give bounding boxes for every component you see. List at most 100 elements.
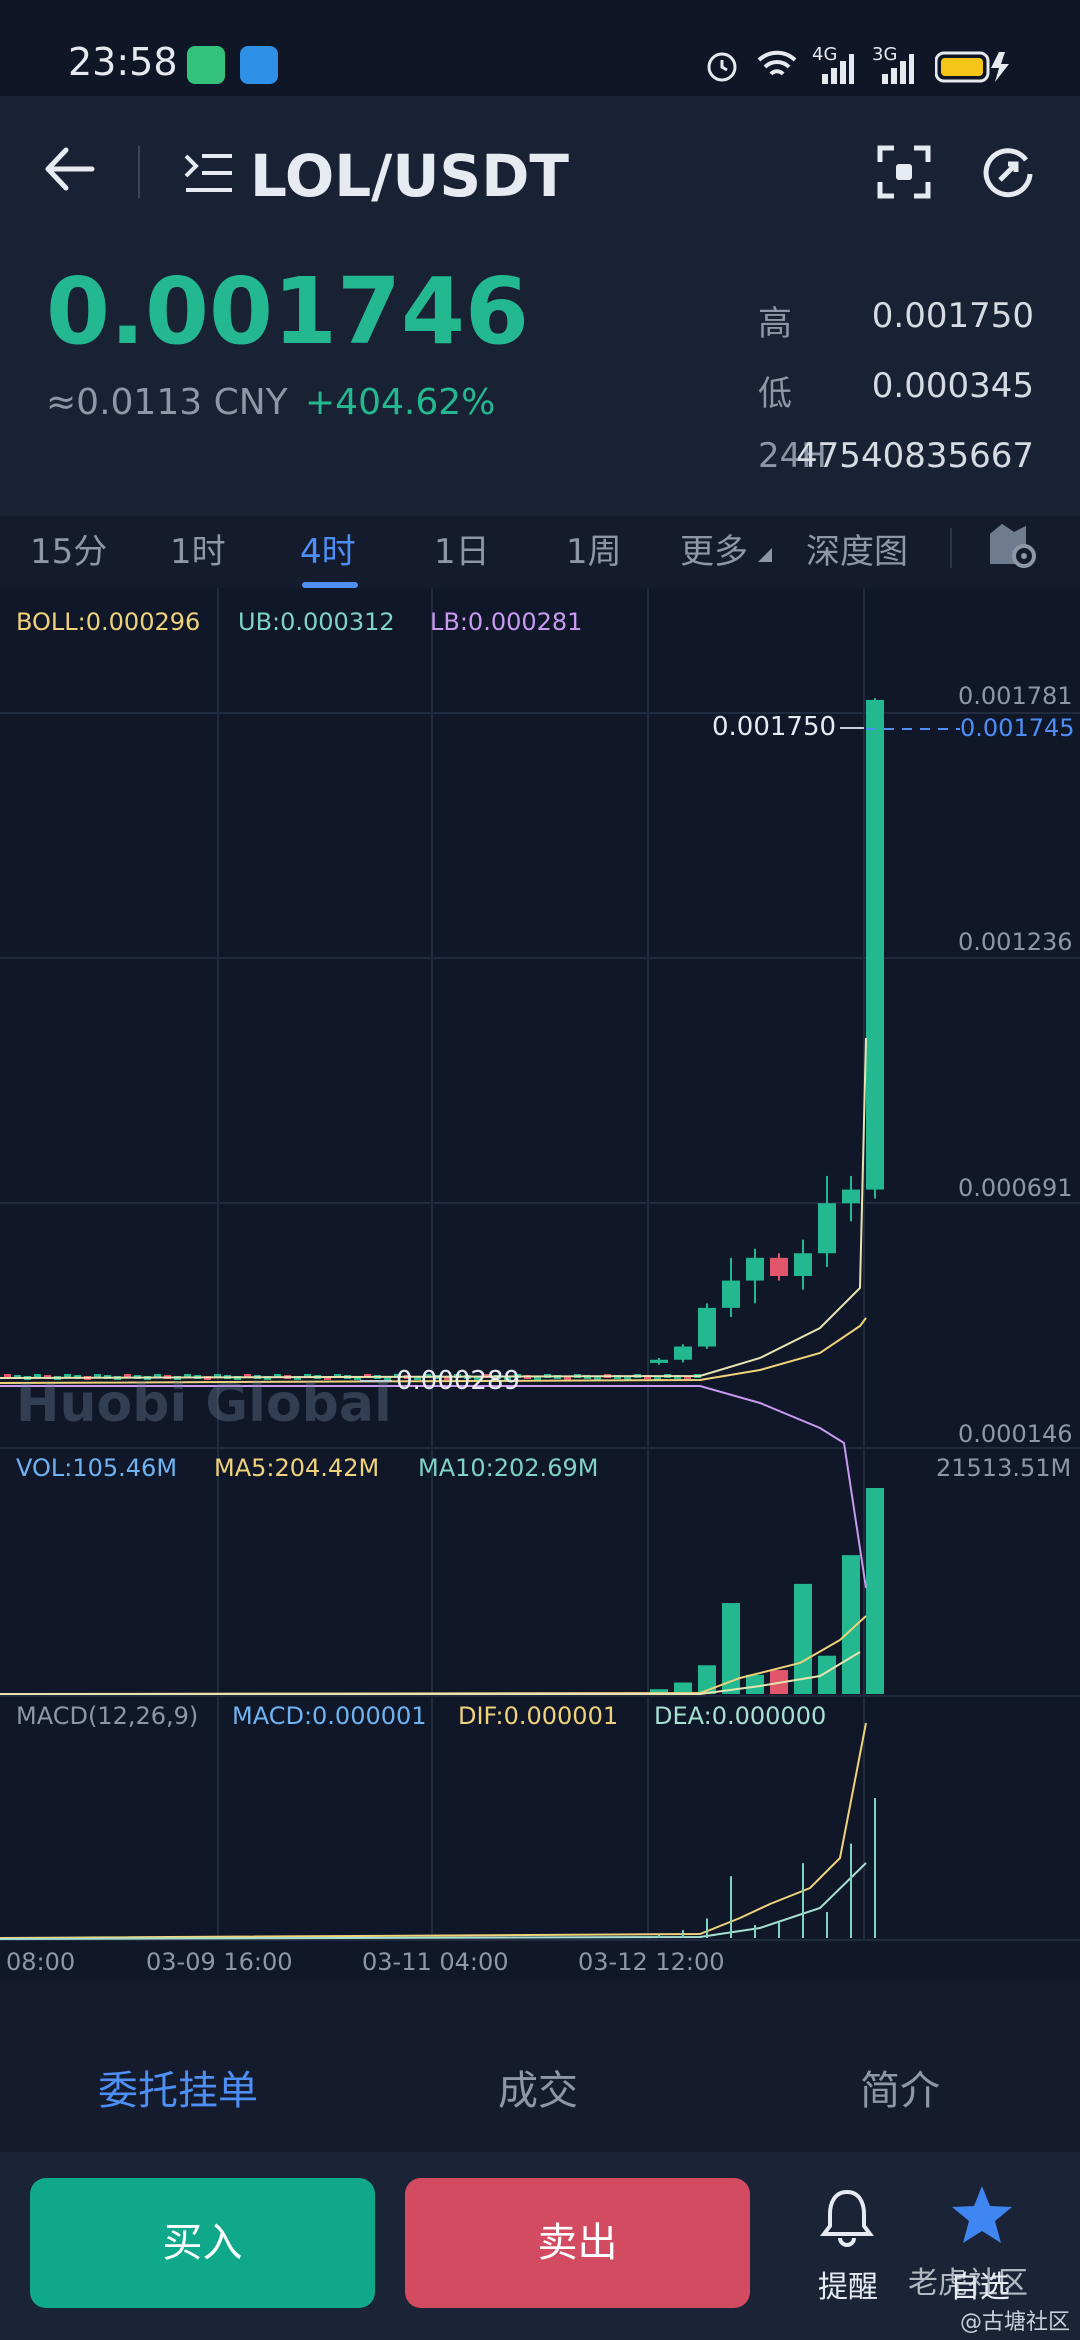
network-4g: 4G <box>812 44 838 65</box>
ub-legend: UB:0.000312 <box>238 608 395 636</box>
volume-bar <box>794 1583 812 1694</box>
vol-ma5-legend: MA5:204.42M <box>214 1454 380 1482</box>
battery-icon <box>935 51 1009 83</box>
candle-body <box>650 1359 668 1363</box>
candle-historical <box>334 1374 341 1378</box>
candle-historical <box>384 1376 391 1380</box>
candle-body <box>842 1189 860 1204</box>
chart-settings-icon[interactable] <box>986 520 1038 568</box>
candle-historical <box>504 1376 511 1380</box>
bottom-tabs <box>0 2012 1080 2152</box>
vol-ma10-legend: MA10:202.69M <box>418 1454 599 1482</box>
candle-historical <box>124 1374 131 1378</box>
stat-24h-label: 24H <box>758 436 827 476</box>
stat-high-value: 0.001750 <box>871 296 1034 336</box>
dif-legend: DIF:0.000001 <box>458 1702 619 1730</box>
macd-legend: MACD:0.000001 <box>232 1702 427 1730</box>
star-icon[interactable] <box>950 2184 1014 2246</box>
candle-historical <box>354 1376 361 1380</box>
volume-bar <box>722 1603 740 1694</box>
candle-body <box>770 1257 788 1277</box>
candle-historical <box>624 1376 631 1380</box>
volume-bar <box>866 1488 884 1694</box>
tab-trades[interactable]: 成交 <box>498 2068 578 2114</box>
boll-legend: BOLL:0.000296 <box>16 608 201 636</box>
boll-lb-line <box>0 1385 867 1589</box>
signal-icon-2 <box>882 54 914 84</box>
candle-body <box>866 699 884 1190</box>
candle-historical <box>564 1376 571 1380</box>
dea-legend: DEA:0.000000 <box>654 1702 827 1730</box>
bell-icon[interactable] <box>818 2186 876 2248</box>
high-price-marker: 0.001750 <box>712 712 837 742</box>
footer-watermark: 老虎社区 <box>908 2266 1028 2301</box>
sell-button[interactable]: 卖出 <box>405 2178 750 2308</box>
candle-historical <box>654 1376 661 1380</box>
kline-chart[interactable]: BOLL:0.000296 UB:0.000312 LB:0.000281 0.… <box>0 588 1080 1980</box>
refresh-chart-icon[interactable] <box>980 144 1036 200</box>
network-3g: 3G <box>872 44 898 65</box>
watermark-logo: Huobi Global <box>16 1374 392 1434</box>
shield-icon <box>187 46 225 84</box>
macd-dif-line <box>0 1722 867 1939</box>
tab-depth[interactable]: 深度图 <box>806 532 908 572</box>
price-axis-3: 0.000691 <box>958 1174 1073 1202</box>
volume-bar <box>650 1689 668 1694</box>
candle-historical <box>94 1374 101 1378</box>
header-divider <box>138 146 140 198</box>
trading-pair-title[interactable]: LOL/USDT <box>250 142 569 210</box>
candle-historical <box>304 1374 311 1378</box>
candle-historical <box>184 1374 191 1378</box>
tab-4h[interactable]: 4时 <box>300 532 356 572</box>
app-icon <box>240 46 278 84</box>
status-bar: 23:58 4G 3G <box>0 0 1080 96</box>
interval-tabs <box>0 516 1080 588</box>
tabs-divider <box>950 528 952 568</box>
macd-histogram <box>658 1798 876 1938</box>
favorite-label[interactable]: 自选 <box>950 2270 1010 2305</box>
tab-orders[interactable]: 委托挂单 <box>98 2068 258 2114</box>
time-axis-1: 08:00 <box>6 1948 76 1976</box>
candle-body <box>746 1257 764 1281</box>
vol-axis-max: 21513.51M <box>936 1454 1072 1482</box>
stat-24h-value: 47540835667 <box>796 436 1034 476</box>
back-arrow-icon[interactable] <box>42 146 96 192</box>
current-price-tag: 0.001745 <box>960 714 1075 742</box>
candle-historical <box>684 1376 691 1380</box>
volume-bar <box>674 1682 692 1694</box>
menu-list-icon[interactable] <box>182 150 234 196</box>
volume-series <box>650 1488 884 1694</box>
kline-svg <box>0 588 1080 1941</box>
time-axis-2: 03-09 16:00 <box>146 1948 293 1976</box>
vol-legend: VOL:105.46M <box>16 1454 178 1482</box>
candle-historical <box>474 1376 481 1380</box>
macd-dea-line <box>0 1862 867 1940</box>
lb-legend: LB:0.000281 <box>430 608 583 636</box>
candle-historical <box>64 1374 71 1378</box>
time-axis-4: 03-12 12:00 <box>578 1948 725 1976</box>
scan-icon[interactable] <box>876 144 932 200</box>
signal-icon <box>822 54 854 84</box>
price-change: +404.62% <box>305 382 496 423</box>
alert-label[interactable]: 提醒 <box>818 2270 878 2305</box>
buy-button[interactable]: 买入 <box>30 2178 375 2308</box>
volume-bar <box>698 1665 716 1694</box>
candle-body <box>698 1307 716 1347</box>
tab-1d[interactable]: 1日 <box>434 532 490 572</box>
tab-15m[interactable]: 15分 <box>30 532 108 572</box>
tab-intro[interactable]: 简介 <box>860 2068 940 2114</box>
tab-1w[interactable]: 1周 <box>566 532 622 572</box>
tab-more[interactable]: 更多 <box>680 532 748 572</box>
chart-grid <box>0 588 1080 1941</box>
boll-ub-line <box>0 1037 867 1379</box>
price-axis-2: 0.001236 <box>958 928 1073 956</box>
volume-bar <box>746 1674 764 1694</box>
tab-1h[interactable]: 1时 <box>170 532 226 572</box>
candle-historical <box>274 1374 281 1378</box>
last-price: 0.001746 <box>46 258 530 365</box>
price-axis-4: 0.000146 <box>958 1420 1073 1448</box>
boll-mid-line <box>0 1317 867 1384</box>
vol-ma10-line <box>0 1651 861 1695</box>
price-axis-1: 0.001781 <box>958 682 1073 710</box>
candle-body <box>722 1280 740 1308</box>
